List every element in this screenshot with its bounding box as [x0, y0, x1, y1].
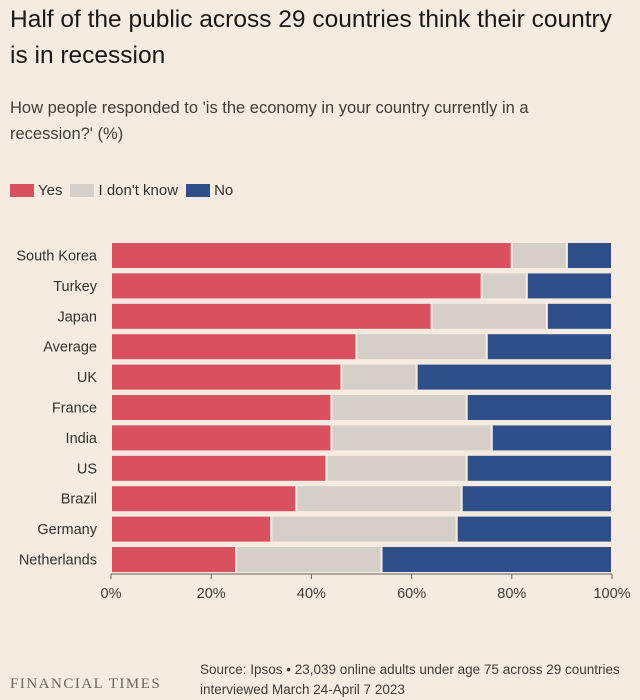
category-label-india: India [66, 431, 98, 447]
x-tick-label-3: 60% [397, 586, 426, 602]
legend-swatch-no [186, 183, 211, 197]
bar-us-yes [110, 453, 328, 483]
bar-us-no [465, 453, 613, 483]
bar-turkey-i-don-t-know [480, 271, 528, 301]
bar-brazil-no [460, 484, 614, 514]
x-tick-label-0: 0% [101, 586, 122, 602]
category-label-us: US [77, 461, 97, 477]
bar-us-i-don-t-know [325, 453, 468, 483]
bar-france-yes [110, 393, 333, 422]
bar-japan-yes [110, 301, 433, 331]
bar-brazil-i-don-t-know [295, 484, 463, 514]
bar-turkey-no [525, 271, 614, 301]
bar-india-i-don-t-know [330, 423, 493, 453]
bar-turkey-yes [110, 271, 483, 301]
stacked-bar-chart: South Korea Turkey Japan Average UK France Ind… [16, 241, 631, 602]
category-label-brazil: Brazil [61, 492, 97, 508]
bar-south-korea-no [565, 241, 613, 270]
bar-germany-i-don-t-know [270, 514, 458, 544]
bar-uk-no [415, 362, 613, 392]
legend-item-yes: Yes [10, 182, 62, 199]
category-label-uk: UK [77, 370, 97, 386]
bar-average-no [485, 332, 613, 362]
bar-france-no [465, 393, 613, 422]
legend-label-yes: Yes [38, 181, 63, 199]
bar-germany-no [455, 514, 613, 544]
legend-item-no: No [186, 182, 233, 199]
legend-swatch-yes [10, 183, 34, 197]
bar-south-korea-yes [110, 241, 513, 270]
category-label-netherlands: Netherlands [19, 553, 97, 569]
bar-netherlands-no [380, 545, 614, 574]
bar-netherlands-yes [110, 545, 238, 574]
bar-netherlands-i-don-t-know [235, 545, 383, 574]
x-tick-label-2: 40% [297, 586, 326, 602]
bar-south-korea-i-don-t-know [510, 241, 568, 270]
category-label-france: France [52, 401, 97, 417]
category-label-germany: Germany [37, 522, 97, 538]
source-note: Source: Ipsos • 23,039 online adults und… [200, 662, 620, 697]
x-tick-label-1: 20% [197, 586, 226, 602]
legend-swatch-dont-know [70, 183, 95, 197]
bar-brazil-yes [110, 484, 298, 514]
category-label-average: Average [43, 340, 97, 356]
bar-average-yes [110, 332, 358, 362]
category-label-south-korea: South Korea [16, 249, 98, 265]
category-label-japan: Japan [57, 309, 97, 325]
legend-item-dont-know: I don't know [70, 182, 178, 199]
bar-india-yes [110, 423, 333, 453]
bar-france-i-don-t-know [330, 393, 468, 422]
bar-india-no [490, 423, 614, 453]
bar-uk-i-don-t-know [340, 362, 418, 392]
bar-germany-yes [110, 514, 273, 544]
bar-japan-no [545, 301, 613, 331]
chart-subtitle: How people responded to 'is the economy … [10, 99, 529, 143]
legend-label-dont-know: I don't know [98, 181, 179, 199]
legend: Yes I don't know No [10, 180, 241, 200]
bar-japan-i-don-t-know [430, 301, 548, 331]
category-label-turkey: Turkey [53, 279, 98, 295]
chart-title: Half of the public across 29 countries t… [10, 6, 612, 69]
bar-uk-yes [110, 362, 343, 392]
x-tick-label-4: 80% [497, 586, 526, 602]
brand-logo: FINANCIAL TIMES [10, 676, 162, 692]
x-tick-label-5: 100% [593, 586, 630, 602]
legend-label-no: No [214, 181, 234, 199]
bar-average-i-don-t-know [355, 332, 488, 362]
